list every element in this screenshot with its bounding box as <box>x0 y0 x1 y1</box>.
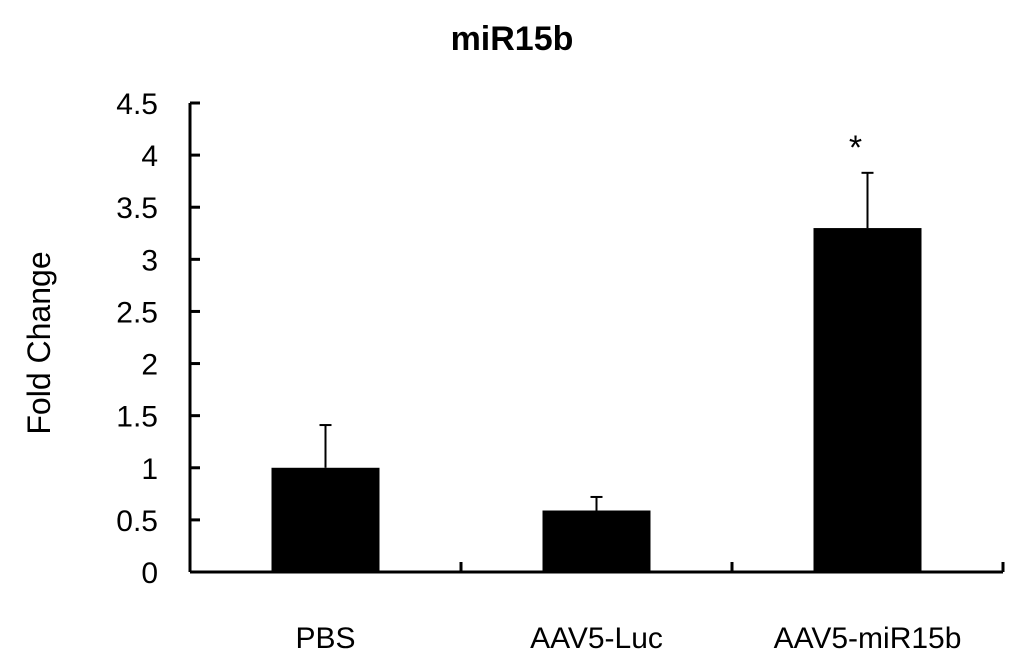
bar <box>542 510 651 572</box>
x-category-label: PBS <box>295 622 355 655</box>
plot-area: 0 0.5 1 1.5 2 2.5 3 3.5 4 4.5 PBS AAV5-Luc AAV5-miR1… <box>116 88 1005 655</box>
bar <box>271 467 380 572</box>
y-tick-label: 0.5 <box>116 505 158 538</box>
y-tick-label: 0 <box>141 557 158 590</box>
y-axis-title: Fold Change <box>21 251 57 434</box>
y-tick-label: 1 <box>141 453 158 486</box>
y-tick-label: 1.5 <box>116 401 158 434</box>
bar <box>813 228 922 573</box>
x-category-label: AAV5-miR15b <box>774 622 962 655</box>
y-tick-label: 2 <box>141 349 158 382</box>
chart-title: miR15b <box>451 20 574 58</box>
significance-marker: * <box>849 129 862 167</box>
y-tick-label: 2.5 <box>116 296 158 329</box>
y-tick-label: 3.5 <box>116 192 158 225</box>
x-category-label: AAV5-Luc <box>530 622 663 655</box>
y-tick-label: 4 <box>141 140 158 173</box>
y-tick-label: 4.5 <box>116 88 158 121</box>
y-tick-label: 3 <box>141 244 158 277</box>
